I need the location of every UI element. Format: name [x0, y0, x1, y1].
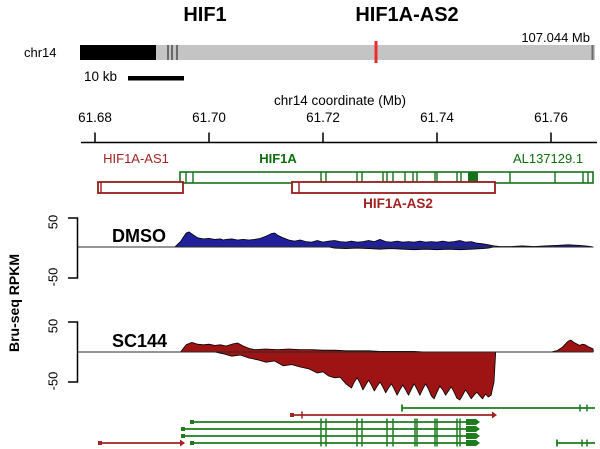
chromosome-size-label: 107.044 Mb [521, 30, 590, 45]
transcript-end-block [466, 426, 480, 432]
x-tick-label: 61.76 [534, 110, 568, 125]
track-label-sc144: SC144 [112, 331, 168, 351]
x-axis-title: chr14 coordinate (Mb) [273, 93, 407, 108]
chromosome-block [80, 45, 156, 60]
transcript-start-dot [181, 434, 185, 438]
transcript-end-block [466, 433, 480, 439]
dmso-rpkm-axis [68, 217, 79, 279]
gene-label-al137129: AL137129.1 [512, 151, 584, 166]
chromosome-bar [80, 45, 595, 60]
title-hif1a-as2: HIF1A-AS2 [355, 4, 459, 26]
x-tick-label: 61.70 [192, 110, 226, 125]
x-tick-label: 61.74 [420, 110, 454, 125]
x-tick-label: 61.68 [78, 110, 112, 125]
rpkm-tick-label: 50 [45, 214, 61, 230]
transcript-start-dot [290, 413, 294, 417]
gene-label-hif1a: HIF1A [259, 151, 297, 166]
x-tick-label: 61.72 [306, 110, 340, 125]
gene-label-hif1a-as2: HIF1A-AS2 [363, 196, 433, 211]
sc144-rpkm-axis [68, 321, 79, 383]
transcript-end-block [466, 419, 480, 425]
locus-marker [374, 41, 378, 63]
transcript-start-dot [190, 420, 194, 424]
dmso-signal-antisense [328, 246, 495, 251]
sc144-signal-antisense [214, 351, 497, 401]
transcript-arrowhead [180, 439, 185, 447]
transcript-start-dot [181, 427, 185, 431]
gene-box-hif1a-as2 [291, 181, 496, 194]
scalebar-line [128, 76, 184, 81]
rpkm-tick-label: -50 [45, 267, 61, 287]
dmso-signal-sense [174, 231, 594, 248]
rpkm-tick-label: -50 [45, 371, 61, 391]
exon-block [468, 171, 478, 184]
title-hif1: HIF1 [183, 4, 227, 26]
chromosome-label: chr14 [24, 45, 57, 60]
gene-label-hif1a-as1: HIF1A-AS1 [103, 151, 169, 166]
track-label-dmso: DMSO [112, 226, 166, 246]
rpkm-tick-label: 50 [45, 318, 61, 334]
transcript-start-dot [190, 441, 194, 445]
gene-box-hif1a-as1 [97, 181, 184, 194]
transcript-end-block [466, 440, 480, 446]
y-axis-title: Bru-seq RPKM [6, 253, 22, 353]
transcript-start-dot [98, 441, 102, 445]
scalebar-label: 10 kb [84, 69, 118, 84]
sc144-signal-sense [180, 339, 594, 353]
transcript-arrowhead [492, 411, 497, 419]
